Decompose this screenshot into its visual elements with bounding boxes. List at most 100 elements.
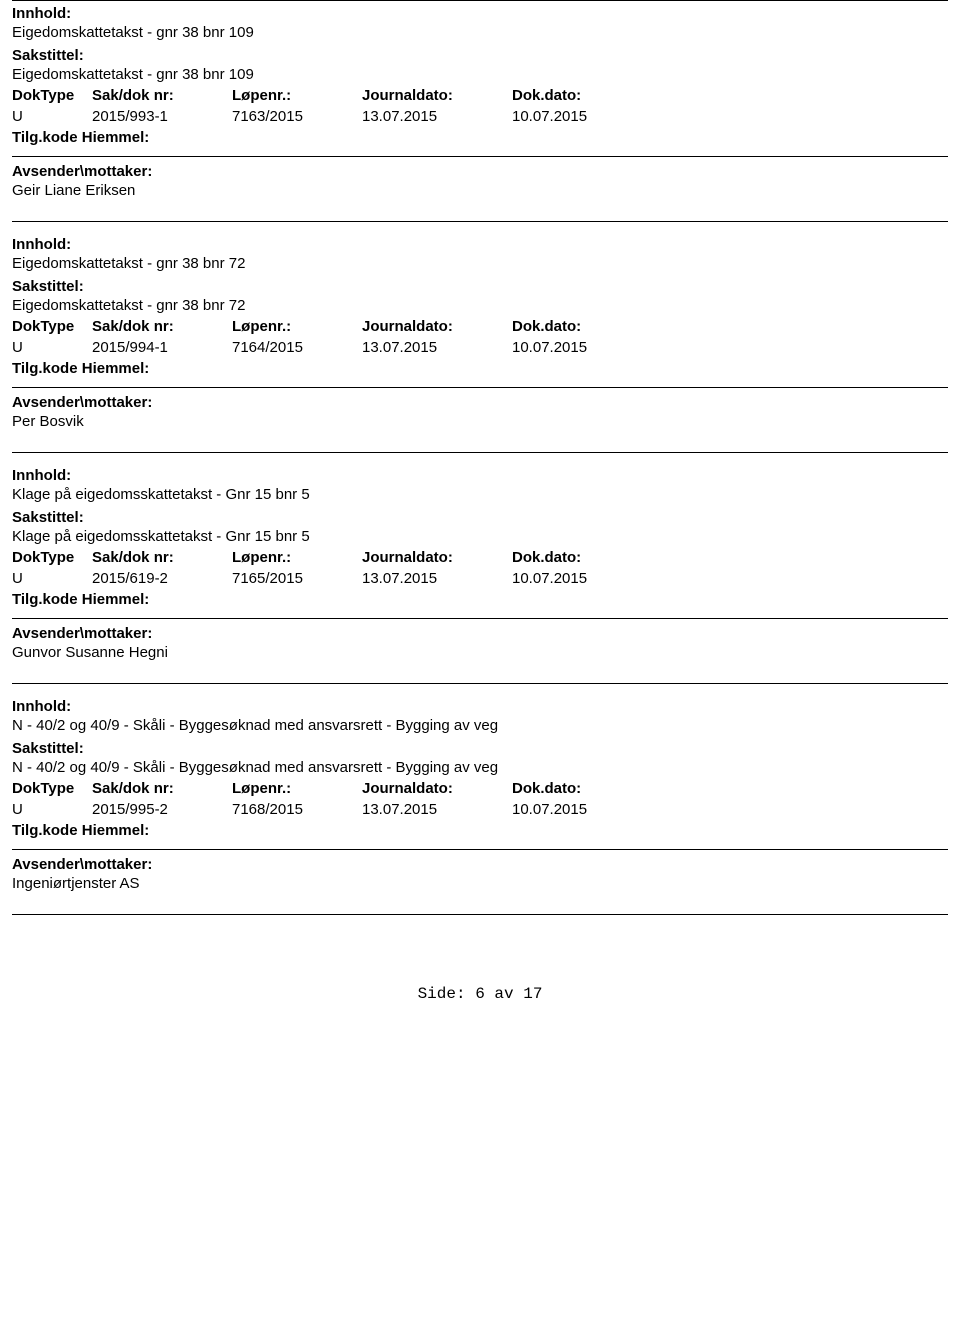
header-doktype: DokType [12, 318, 92, 335]
value-sakdok: 2015/619-2 [92, 570, 232, 587]
innhold-label: Innhold: [12, 5, 948, 22]
bottom-divider [12, 683, 948, 684]
data-row: U 2015/995-2 7168/2015 13.07.2015 10.07.… [0, 799, 960, 820]
sakstittel-label: Sakstittel: [12, 509, 948, 526]
header-lopenr: Løpenr.: [232, 780, 362, 797]
sakstittel-label: Sakstittel: [12, 47, 948, 64]
avsender-section: Avsender\mottaker: Gunvor Susanne Hegni [0, 619, 960, 665]
avsender-value: Per Bosvik [12, 413, 948, 430]
tilakode-label: Tilg.kode [12, 129, 78, 146]
avsender-section: Avsender\mottaker: Per Bosvik [0, 388, 960, 434]
avsender-label: Avsender\mottaker: [12, 163, 948, 180]
column-headers: DokType Sak/dok nr: Løpenr.: Journaldato… [0, 778, 960, 799]
innhold-section: Innhold: Eigedomskattetakst - gnr 38 bnr… [0, 1, 960, 43]
value-sakdok: 2015/995-2 [92, 801, 232, 818]
header-dokdato: Dok.dato: [512, 318, 662, 335]
spacer [0, 434, 960, 452]
sakstittel-label: Sakstittel: [12, 278, 948, 295]
value-dokdato: 10.07.2015 [512, 801, 662, 818]
header-sakdok: Sak/dok nr: [92, 780, 232, 797]
hjemmel-label: Hiemmel: [82, 129, 150, 146]
value-journaldato: 13.07.2015 [362, 339, 512, 356]
innhold-value: Klage på eigedomsskattetakst - Gnr 15 bn… [12, 486, 948, 503]
hjemmel-label: Hiemmel: [82, 591, 150, 608]
sakstittel-section: Sakstittel: Eigedomskattetakst - gnr 38 … [0, 43, 960, 85]
column-headers: DokType Sak/dok nr: Løpenr.: Journaldato… [0, 547, 960, 568]
bottom-divider [12, 221, 948, 222]
innhold-label: Innhold: [12, 467, 948, 484]
header-sakdok: Sak/dok nr: [92, 549, 232, 566]
value-sakdok: 2015/993-1 [92, 108, 232, 125]
data-row: U 2015/993-1 7163/2015 13.07.2015 10.07.… [0, 106, 960, 127]
header-journaldato: Journaldato: [362, 549, 512, 566]
value-doktype: U [12, 570, 92, 587]
tilakode-row: Tilg.kode Hiemmel: [0, 127, 960, 156]
tilakode-label: Tilg.kode [12, 360, 78, 377]
innhold-section: Innhold: Eigedomskattetakst - gnr 38 bnr… [0, 232, 960, 274]
innhold-label: Innhold: [12, 698, 948, 715]
innhold-value: N - 40/2 og 40/9 - Skåli - Byggesøknad m… [12, 717, 948, 734]
avsender-value: Gunvor Susanne Hegni [12, 644, 948, 661]
value-dokdato: 10.07.2015 [512, 108, 662, 125]
header-journaldato: Journaldato: [362, 87, 512, 104]
avsender-label: Avsender\mottaker: [12, 394, 948, 411]
tilakode-label: Tilg.kode [12, 822, 78, 839]
tilakode-row: Tilg.kode Hiemmel: [0, 358, 960, 387]
header-sakdok: Sak/dok nr: [92, 87, 232, 104]
header-journaldato: Journaldato: [362, 318, 512, 335]
value-lopenr: 7168/2015 [232, 801, 362, 818]
sakstittel-value: Eigedomskattetakst - gnr 38 bnr 109 [12, 66, 948, 83]
spacer [0, 896, 960, 914]
record: Innhold: Eigedomskattetakst - gnr 38 bnr… [0, 0, 960, 232]
value-dokdato: 10.07.2015 [512, 570, 662, 587]
sakstittel-value: N - 40/2 og 40/9 - Skåli - Byggesøknad m… [12, 759, 948, 776]
tilakode-row: Tilg.kode Hiemmel: [0, 820, 960, 849]
innhold-value: Eigedomskattetakst - gnr 38 bnr 72 [12, 255, 948, 272]
value-lopenr: 7163/2015 [232, 108, 362, 125]
value-journaldato: 13.07.2015 [362, 570, 512, 587]
innhold-label: Innhold: [12, 236, 948, 253]
value-doktype: U [12, 339, 92, 356]
header-lopenr: Løpenr.: [232, 87, 362, 104]
header-doktype: DokType [12, 87, 92, 104]
header-doktype: DokType [12, 549, 92, 566]
value-sakdok: 2015/994-1 [92, 339, 232, 356]
bottom-divider [12, 914, 948, 915]
avsender-label: Avsender\mottaker: [12, 856, 948, 873]
column-headers: DokType Sak/dok nr: Løpenr.: Journaldato… [0, 316, 960, 337]
record: Innhold: Klage på eigedomsskattetakst - … [0, 463, 960, 694]
avsender-value: Geir Liane Eriksen [12, 182, 948, 199]
spacer [0, 665, 960, 683]
sakstittel-section: Sakstittel: Klage på eigedomsskattetakst… [0, 505, 960, 547]
header-dokdato: Dok.dato: [512, 87, 662, 104]
sakstittel-section: Sakstittel: Eigedomskattetakst - gnr 38 … [0, 274, 960, 316]
tilakode-row: Tilg.kode Hiemmel: [0, 589, 960, 618]
value-doktype: U [12, 801, 92, 818]
header-doktype: DokType [12, 780, 92, 797]
page-footer: Side: 6 av 17 [0, 985, 960, 1023]
data-row: U 2015/994-1 7164/2015 13.07.2015 10.07.… [0, 337, 960, 358]
innhold-section: Innhold: Klage på eigedomsskattetakst - … [0, 463, 960, 505]
sakstittel-value: Eigedomskattetakst - gnr 38 bnr 72 [12, 297, 948, 314]
value-doktype: U [12, 108, 92, 125]
innhold-value: Eigedomskattetakst - gnr 38 bnr 109 [12, 24, 948, 41]
value-journaldato: 13.07.2015 [362, 108, 512, 125]
header-sakdok: Sak/dok nr: [92, 318, 232, 335]
sakstittel-value: Klage på eigedomsskattetakst - Gnr 15 bn… [12, 528, 948, 545]
avsender-section: Avsender\mottaker: Geir Liane Eriksen [0, 157, 960, 203]
footer-total: 17 [523, 985, 542, 1003]
spacer [0, 203, 960, 221]
header-lopenr: Løpenr.: [232, 549, 362, 566]
value-lopenr: 7164/2015 [232, 339, 362, 356]
avsender-value: Ingeniørtjenster AS [12, 875, 948, 892]
sakstittel-label: Sakstittel: [12, 740, 948, 757]
header-dokdato: Dok.dato: [512, 549, 662, 566]
value-lopenr: 7165/2015 [232, 570, 362, 587]
tilakode-label: Tilg.kode [12, 591, 78, 608]
header-lopenr: Løpenr.: [232, 318, 362, 335]
record: Innhold: N - 40/2 og 40/9 - Skåli - Bygg… [0, 694, 960, 925]
value-dokdato: 10.07.2015 [512, 339, 662, 356]
hjemmel-label: Hiemmel: [82, 822, 150, 839]
footer-sep: av [494, 985, 513, 1003]
footer-page: 6 [475, 985, 485, 1003]
